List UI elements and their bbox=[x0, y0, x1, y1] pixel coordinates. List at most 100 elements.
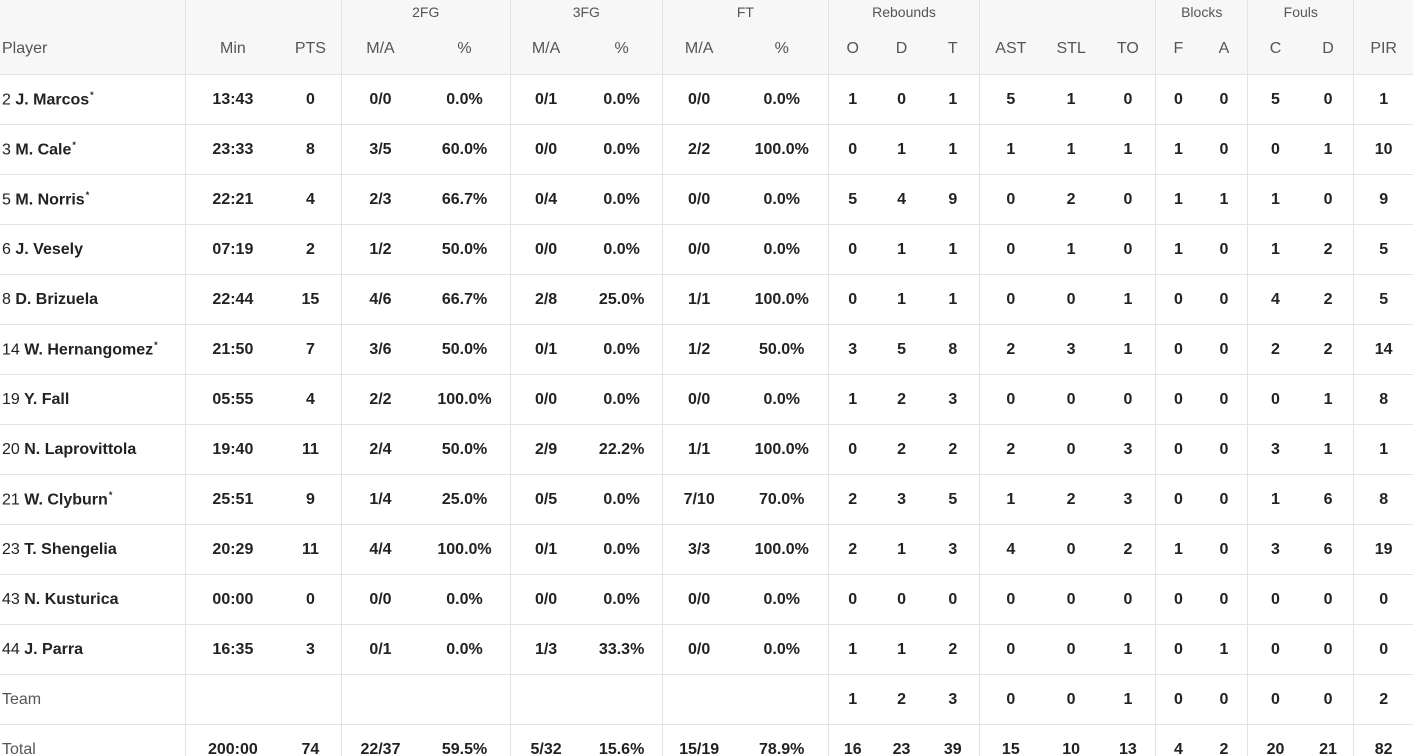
column-header-2fg-pct[interactable]: % bbox=[419, 24, 511, 75]
column-header-3fg-pct[interactable]: % bbox=[581, 24, 663, 75]
player-name-link[interactable]: M. Norris bbox=[15, 191, 85, 209]
player-cell[interactable]: 20 N. Laprovittola bbox=[0, 424, 186, 475]
player-number: 23 bbox=[2, 540, 20, 558]
stat-min: 13:43 bbox=[184, 74, 281, 125]
player-cell[interactable]: 19 Y. Fall bbox=[0, 374, 186, 425]
player-row[interactable]: 5 M. Norris* 22:21 4 2/3 66.7% 0/4 0.0% 0/0 0.0%… bbox=[0, 174, 1413, 225]
column-header-3fg-ma[interactable]: M/A bbox=[509, 24, 582, 75]
player-name-link[interactable]: T. Shengelia bbox=[24, 540, 117, 558]
stat-to: 3 bbox=[1100, 424, 1156, 475]
stat-ast: 0 bbox=[979, 574, 1042, 625]
player-cell[interactable]: 3 M. Cale* bbox=[0, 124, 186, 175]
column-header-reb-d[interactable]: D bbox=[876, 24, 927, 75]
stat-fg2-pct: 25.0% bbox=[419, 474, 511, 525]
stat-ast: 2 bbox=[979, 424, 1042, 475]
stat-pts: 7 bbox=[280, 324, 342, 375]
stat-stl: 0 bbox=[1041, 374, 1101, 425]
column-header-foul-d[interactable]: D bbox=[1302, 24, 1354, 75]
player-row[interactable]: 44 J. Parra 16:35 3 0/1 0.0% 1/3 33.3% 0/0 0.0% 1… bbox=[0, 624, 1413, 675]
player-row[interactable]: 6 J. Vesely 07:19 2 1/2 50.0% 0/0 0.0% 0/0 0.0% 0… bbox=[0, 224, 1413, 275]
column-header-2fg-ma[interactable]: M/A bbox=[340, 24, 420, 75]
player-cell[interactable]: 23 T. Shengelia bbox=[0, 524, 186, 575]
stat-ft-pct: 0.0% bbox=[735, 624, 829, 675]
stat-pts: 74 bbox=[280, 724, 342, 756]
stat-reb-t: 9 bbox=[926, 174, 980, 225]
column-header-ft-ma[interactable]: M/A bbox=[661, 24, 736, 75]
player-cell[interactable]: 43 N. Kusturica bbox=[0, 574, 186, 625]
player-row[interactable]: 23 T. Shengelia 20:29 11 4/4 100.0% 0/1 0.0% 3/… bbox=[0, 524, 1413, 575]
stat-reb-o: 0 bbox=[827, 424, 877, 475]
column-header-pir[interactable]: PIR bbox=[1353, 24, 1413, 75]
column-header-blk-f[interactable]: F bbox=[1155, 24, 1201, 75]
stat-fg2-pct: 50.0% bbox=[419, 224, 511, 275]
player-name-link[interactable]: Y. Fall bbox=[23, 390, 70, 408]
header-group-rebounds: Rebounds bbox=[827, 0, 980, 24]
column-header-ast[interactable]: AST bbox=[979, 24, 1042, 75]
column-header-ft-pct[interactable]: % bbox=[735, 24, 829, 75]
player-row[interactable]: 2 J. Marcos* 13:43 0 0/0 0.0% 0/1 0.0% 0/0 0.0% 1… bbox=[0, 74, 1413, 125]
player-row[interactable]: 20 N. Laprovittola 19:40 11 2/4 50.0% 2/9 22.2… bbox=[0, 424, 1413, 475]
stat-fg3-pct: 33.3% bbox=[581, 624, 663, 675]
stat-blk-f: 0 bbox=[1155, 74, 1201, 125]
header-group-ft: FT bbox=[661, 0, 829, 24]
stat-blk-f: 0 bbox=[1155, 674, 1201, 725]
column-header-blk-a[interactable]: A bbox=[1200, 24, 1248, 75]
player-name-link[interactable]: M. Cale bbox=[15, 141, 72, 159]
column-header-reb-t[interactable]: T bbox=[926, 24, 980, 75]
player-name-link[interactable]: W. Hernangomez bbox=[24, 341, 154, 359]
stat-foul-c: 1 bbox=[1247, 224, 1303, 275]
player-name-link[interactable]: N. Laprovittola bbox=[24, 440, 137, 458]
player-row[interactable]: 21 W. Clyburn* 25:51 9 1/4 25.0% 0/5 0.0% 7/10 7… bbox=[0, 474, 1413, 525]
stat-reb-t: 1 bbox=[926, 274, 980, 325]
stat-ft-pct bbox=[735, 674, 829, 725]
player-name-link[interactable]: N. Kusturica bbox=[24, 590, 119, 608]
stat-fg3-pct: 0.0% bbox=[581, 324, 663, 375]
player-name-link[interactable]: J. Parra bbox=[24, 640, 83, 658]
stat-blk-a: 0 bbox=[1200, 674, 1248, 725]
stat-min: 00:00 bbox=[184, 574, 281, 625]
player-row[interactable]: 43 N. Kusturica 00:00 0 0/0 0.0% 0/0 0.0% 0/0 0.… bbox=[0, 574, 1413, 625]
player-row[interactable]: 3 M. Cale* 23:33 8 3/5 60.0% 0/0 0.0% 2/2 100.0%… bbox=[0, 124, 1413, 175]
stat-reb-o: 3 bbox=[827, 324, 877, 375]
player-row[interactable]: 14 W. Hernangomez* 21:50 7 3/6 50.0% 0/1 0.0% 1… bbox=[0, 324, 1413, 375]
stat-pts: 11 bbox=[280, 424, 342, 475]
player-cell[interactable]: 5 M. Norris* bbox=[0, 174, 186, 225]
player-cell[interactable]: 21 W. Clyburn* bbox=[0, 474, 186, 525]
stat-blk-f: 0 bbox=[1155, 574, 1201, 625]
stat-ft-pct: 100.0% bbox=[735, 124, 829, 175]
stat-reb-o: 0 bbox=[827, 124, 877, 175]
player-name-link[interactable]: J. Marcos bbox=[15, 91, 90, 109]
stat-fg3-ma bbox=[509, 674, 582, 725]
header-group-fouls: Fouls bbox=[1247, 0, 1354, 24]
column-header-player[interactable]: Player bbox=[0, 24, 186, 75]
stat-fg2-ma: 0/1 bbox=[340, 624, 420, 675]
stat-min: 16:35 bbox=[184, 624, 281, 675]
starter-marker: * bbox=[108, 489, 113, 500]
player-name-link[interactable]: W. Clyburn bbox=[24, 491, 108, 509]
player-row[interactable]: 8 D. Brizuela 22:44 15 4/6 66.7% 2/8 25.0% 1/1 1… bbox=[0, 274, 1413, 325]
column-header-reb-o[interactable]: O bbox=[827, 24, 877, 75]
player-name-link[interactable]: J. Vesely bbox=[15, 240, 83, 258]
player-row[interactable]: 19 Y. Fall 05:55 4 2/2 100.0% 0/0 0.0% 0/0 0.0% 1… bbox=[0, 374, 1413, 425]
column-header-pts[interactable]: PTS bbox=[280, 24, 342, 75]
player-cell[interactable]: 14 W. Hernangomez* bbox=[0, 324, 186, 375]
header-group-2fg: 2FG bbox=[340, 0, 511, 24]
stat-blk-f: 0 bbox=[1155, 624, 1201, 675]
player-cell[interactable]: 2 J. Marcos* bbox=[0, 74, 186, 125]
stat-blk-a: 0 bbox=[1200, 424, 1248, 475]
stat-to: 0 bbox=[1100, 174, 1156, 225]
stat-foul-d: 6 bbox=[1302, 524, 1354, 575]
column-header-foul-c[interactable]: C bbox=[1247, 24, 1303, 75]
stat-reb-o: 16 bbox=[827, 724, 877, 756]
column-header-min[interactable]: Min bbox=[184, 24, 281, 75]
player-cell[interactable]: 6 J. Vesely bbox=[0, 224, 186, 275]
stat-foul-c: 3 bbox=[1247, 524, 1303, 575]
stat-fg3-pct: 0.0% bbox=[581, 474, 663, 525]
player-cell[interactable]: 44 J. Parra bbox=[0, 624, 186, 675]
stat-pir: 2 bbox=[1353, 674, 1413, 725]
player-cell[interactable]: 8 D. Brizuela bbox=[0, 274, 186, 325]
column-header-to[interactable]: TO bbox=[1100, 24, 1156, 75]
player-name-link[interactable]: D. Brizuela bbox=[15, 290, 99, 308]
stat-ft-ma: 0/0 bbox=[661, 624, 736, 675]
column-header-stl[interactable]: STL bbox=[1041, 24, 1101, 75]
